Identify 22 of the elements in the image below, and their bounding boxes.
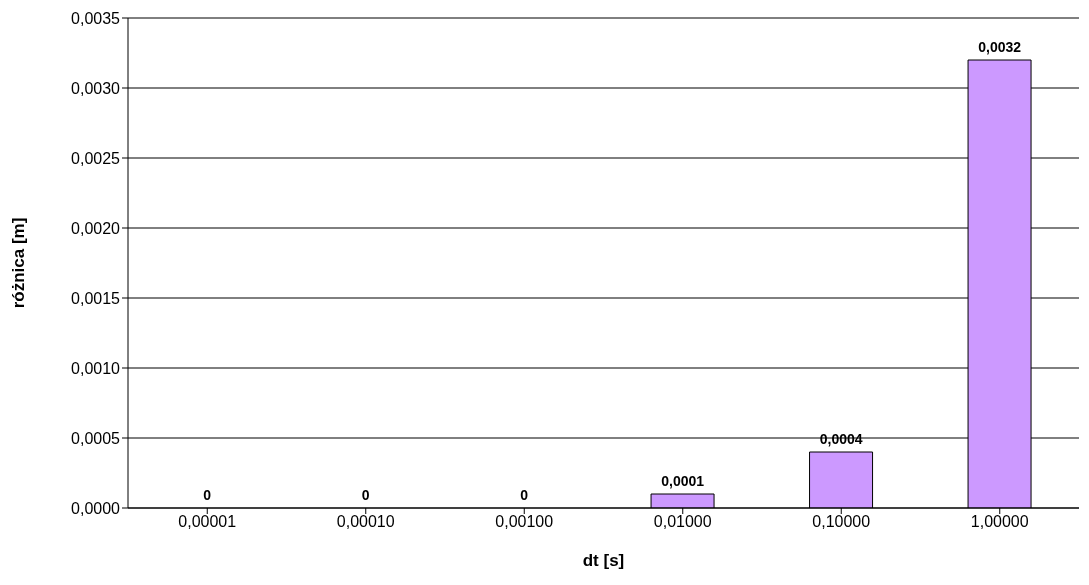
y-tick-label: 0,0000 xyxy=(71,499,121,517)
y-tick-label: 0,0020 xyxy=(71,219,121,237)
y-tick-label: 0,0030 xyxy=(71,79,121,97)
x-tick-label: 0,10000 xyxy=(812,513,871,531)
y-axis-title: różnica [m] xyxy=(9,217,29,309)
x-tick-label: 1,00000 xyxy=(970,513,1029,531)
y-tick-label: 0,0025 xyxy=(71,149,121,167)
data-label: 0,0004 xyxy=(819,431,863,447)
data-label: 0,0032 xyxy=(978,39,1022,55)
data-label: 0 xyxy=(520,487,529,503)
y-tick-label: 0,0005 xyxy=(71,429,121,447)
y-tick-label: 0,0015 xyxy=(71,289,121,307)
data-label: 0 xyxy=(203,487,212,503)
y-tick-label: 0,0035 xyxy=(71,9,121,27)
x-tick-label: 0,00010 xyxy=(336,513,395,531)
data-label: 0 xyxy=(361,487,370,503)
x-axis-title: dt [s] xyxy=(582,551,625,570)
y-tick-label: 0,0010 xyxy=(71,359,121,377)
x-tick-label: 0,00001 xyxy=(178,513,237,531)
x-tick-label: 0,00100 xyxy=(495,513,554,531)
data-label: 0,0001 xyxy=(661,473,705,489)
x-tick-label: 0,01000 xyxy=(653,513,712,531)
